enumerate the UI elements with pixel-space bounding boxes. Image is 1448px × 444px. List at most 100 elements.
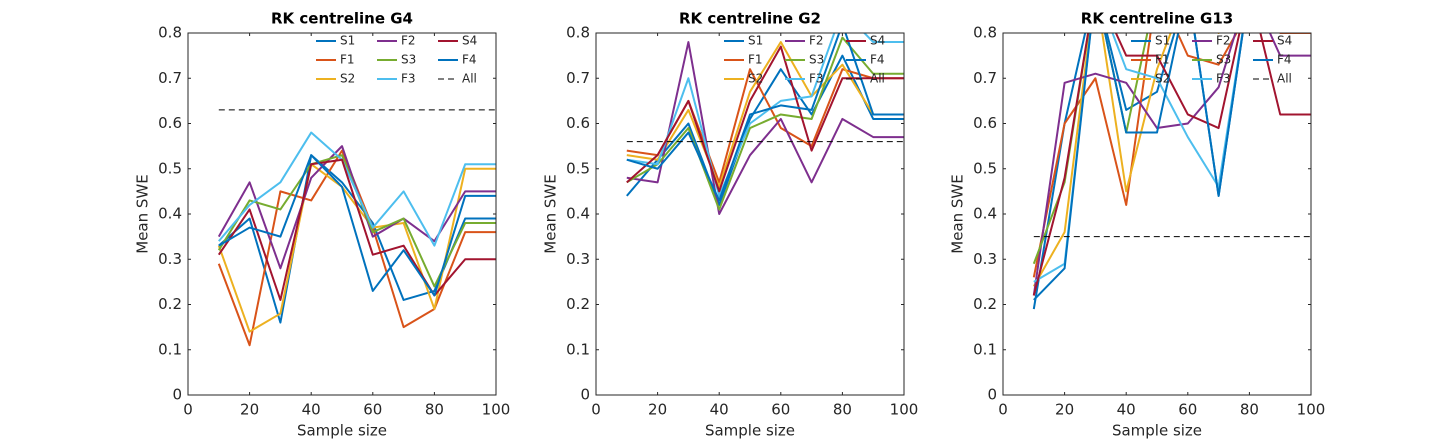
legend-label: F2	[401, 34, 416, 48]
y-tick-label: 0.5	[158, 159, 182, 177]
legend-label: S3	[401, 53, 416, 67]
legend-label: S4	[1277, 34, 1292, 48]
legend-label: F2	[809, 34, 824, 48]
legend-label: S2	[1155, 72, 1170, 86]
legend-label: F1	[748, 53, 763, 67]
subplot: 0 20 40 60 80 100 0 0.1 0.2 0.3 0.4 0.5 0.6 0.7 0.8 S1 F…	[134, 10, 511, 440]
series-line	[626, 33, 904, 202]
series-line	[626, 45, 904, 193]
legend-label: F2	[1216, 34, 1231, 48]
x-tick-label: 60	[1178, 401, 1197, 419]
y-tick-label: 0.2	[158, 295, 182, 313]
legend-label: F1	[1155, 53, 1170, 67]
y-tick-label: 0.6	[973, 114, 997, 132]
y-axis-label: Mean SWE	[949, 174, 967, 253]
subplot: 0 20 40 60 80 100 0 0.1 0.2 0.3 0.4 0.5 0.6 0.7 0.8 S1 F…	[542, 10, 919, 440]
x-tick-label: 100	[482, 401, 511, 419]
legend-label: F3	[1216, 72, 1231, 86]
y-tick-label: 0.5	[566, 159, 590, 177]
x-tick-label: 40	[302, 401, 321, 419]
axes-box	[595, 32, 905, 396]
series-line	[626, 54, 904, 206]
x-axis-label: Sample size	[297, 422, 387, 440]
legend-label: All	[462, 72, 477, 86]
series-line	[626, 33, 904, 197]
legend-label: S4	[462, 34, 477, 48]
y-tick-label: 0.1	[158, 340, 182, 358]
series-line	[1032, 33, 1311, 296]
legend-label: S3	[809, 53, 824, 67]
legend-label: F4	[870, 53, 885, 67]
axes-box	[1002, 32, 1312, 396]
x-tick-label: 80	[425, 401, 444, 419]
legend-label: S3	[1216, 53, 1231, 67]
x-tick-label: 60	[771, 401, 790, 419]
legend-label: S4	[870, 34, 885, 48]
series-line	[1032, 33, 1244, 310]
x-tick-label: 80	[1240, 401, 1259, 419]
series-line	[218, 154, 496, 297]
x-tick-label: 20	[648, 401, 667, 419]
y-tick-label: 0.6	[158, 114, 182, 132]
legend-label: S2	[748, 72, 763, 86]
y-tick-label: 0	[172, 386, 182, 404]
y-tick-label: 0.4	[158, 205, 182, 223]
legend-label: F3	[401, 72, 416, 86]
y-tick-label: 0.7	[973, 69, 997, 87]
chart-title: RK centreline G2	[679, 10, 821, 28]
lines	[217, 109, 496, 347]
x-tick-label: 20	[240, 401, 259, 419]
legend-label: S1	[1155, 34, 1170, 48]
x-tick-label: 20	[1055, 401, 1074, 419]
y-tick-label: 0.8	[566, 24, 590, 42]
legend-label: All	[1277, 72, 1292, 86]
y-tick-label: 0	[987, 386, 997, 404]
x-tick-label: 0	[183, 401, 193, 419]
y-tick-label: 0.3	[566, 250, 590, 268]
y-tick-label: 0.4	[973, 205, 997, 223]
legend-label: S2	[340, 72, 355, 86]
x-axis-label: Sample size	[1112, 422, 1202, 440]
series-line	[218, 131, 496, 247]
y-tick-label: 0.3	[973, 250, 997, 268]
series-line	[626, 36, 904, 211]
x-tick-label: 100	[1297, 401, 1326, 419]
series-line	[626, 41, 904, 215]
y-tick-label: 0.7	[566, 69, 590, 87]
legend-label: F4	[462, 53, 477, 67]
chart-title: RK centreline G4	[271, 10, 413, 28]
legend-label: S1	[748, 34, 763, 48]
y-tick-label: 0	[580, 386, 590, 404]
x-tick-label: 100	[890, 401, 919, 419]
y-axis-label: Mean SWE	[134, 174, 152, 253]
x-tick-label: 80	[833, 401, 852, 419]
x-tick-label: 0	[591, 401, 601, 419]
x-tick-label: 40	[1117, 401, 1136, 419]
series-line	[217, 158, 496, 301]
series-line	[1032, 33, 1311, 278]
y-tick-label: 0.8	[973, 24, 997, 42]
y-tick-label: 0.4	[566, 205, 590, 223]
series-line	[1033, 33, 1244, 301]
y-tick-label: 0.2	[566, 295, 590, 313]
legend-label: F1	[340, 53, 355, 67]
y-tick-label: 0.6	[566, 114, 590, 132]
chart-title: RK centreline G13	[1081, 10, 1233, 28]
lines	[1032, 33, 1311, 310]
x-tick-label: 40	[710, 401, 729, 419]
legend-label: All	[870, 72, 885, 86]
axes-box	[187, 32, 497, 396]
x-axis-label: Sample size	[705, 422, 795, 440]
series-line	[626, 41, 904, 188]
plot-area	[188, 33, 496, 395]
series-line	[1032, 33, 1220, 287]
y-tick-label: 0.7	[158, 69, 182, 87]
lines	[626, 33, 904, 215]
y-axis-label: Mean SWE	[542, 174, 560, 253]
y-tick-label: 0.3	[158, 250, 182, 268]
x-tick-label: 60	[363, 401, 382, 419]
x-tick-label: 0	[998, 401, 1008, 419]
y-tick-label: 0.2	[973, 295, 997, 313]
